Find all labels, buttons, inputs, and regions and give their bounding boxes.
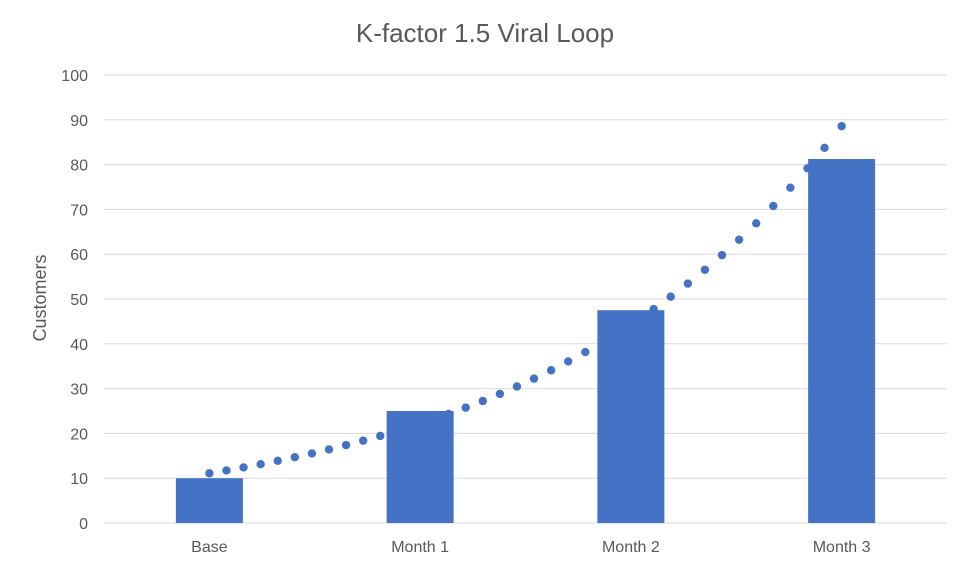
- y-tick-label: 50: [70, 292, 88, 309]
- y-axis-label: Customers: [30, 254, 50, 341]
- trendline-dot: [666, 292, 675, 301]
- trendline-dot: [769, 201, 778, 211]
- x-axis-ticks: Base Month 1 Month 2 Month 3: [191, 539, 870, 556]
- trendline-dot: [444, 409, 453, 419]
- trendline-dot: [786, 183, 795, 192]
- trendline-dot: [837, 121, 846, 131]
- trendline-dot: [376, 431, 385, 441]
- trendline-dot: [512, 382, 522, 391]
- trendline-dot: [273, 456, 282, 466]
- trendline-dot: [564, 357, 573, 366]
- trendline-dot: [751, 219, 761, 228]
- trendline-dot: [410, 421, 419, 430]
- bars: [175, 159, 876, 523]
- bar-2: [597, 310, 665, 523]
- bar-0: [175, 478, 243, 523]
- trendline-dot: [393, 426, 402, 436]
- trendline-dot: [256, 460, 265, 469]
- trendline-dot: [820, 143, 829, 153]
- trendline-dot: [734, 235, 744, 244]
- trendline-dot: [222, 466, 231, 475]
- trendline-dot: [717, 250, 727, 260]
- y-tick-label: 10: [70, 471, 88, 488]
- trendline-dot: [358, 436, 368, 445]
- trendline-dot: [529, 374, 539, 383]
- trendline-dot: [495, 389, 505, 399]
- trendline-dot: [290, 453, 300, 462]
- trendline-dot: [700, 265, 710, 274]
- trendline-dot: [632, 316, 641, 325]
- trendline-dot: [324, 445, 334, 454]
- x-tick-label: Month 1: [391, 539, 449, 556]
- y-tick-label: 20: [70, 426, 88, 443]
- trendline-dot: [581, 347, 590, 357]
- trendline: [205, 121, 846, 478]
- trendline-dot: [803, 164, 812, 173]
- gridlines: [104, 74, 947, 524]
- y-tick-label: 70: [70, 202, 88, 219]
- bar-3: [808, 159, 876, 523]
- y-tick-label: 0: [79, 516, 88, 533]
- trendline-dot: [427, 415, 436, 425]
- y-tick-label: 40: [70, 337, 88, 354]
- trendline-dot: [205, 469, 214, 478]
- x-tick-label: Base: [191, 539, 228, 556]
- trendline-dot: [341, 440, 351, 450]
- trendline-dot: [239, 463, 248, 472]
- y-tick-label: 60: [70, 247, 88, 264]
- trendline-dot: [649, 304, 658, 314]
- y-tick-label: 90: [70, 113, 88, 130]
- trendline-dot: [598, 338, 607, 347]
- trendline-dot: [615, 327, 624, 336]
- chart-title: K-factor 1.5 Viral Loop: [356, 18, 614, 48]
- x-tick-label: Month 3: [813, 539, 871, 556]
- y-axis-ticks: 0 10 20 30 40 50 60 70 80 90 100: [61, 68, 88, 533]
- y-tick-label: 80: [70, 158, 88, 175]
- trendline-dot: [307, 449, 317, 458]
- trendline-dot: [478, 396, 487, 406]
- trendline-dot: [461, 403, 470, 412]
- trendline-dot: [546, 366, 556, 375]
- y-tick-label: 30: [70, 382, 88, 399]
- x-tick-label: Month 2: [602, 539, 660, 556]
- y-tick-label: 100: [61, 68, 88, 85]
- trendline-dot: [683, 279, 693, 288]
